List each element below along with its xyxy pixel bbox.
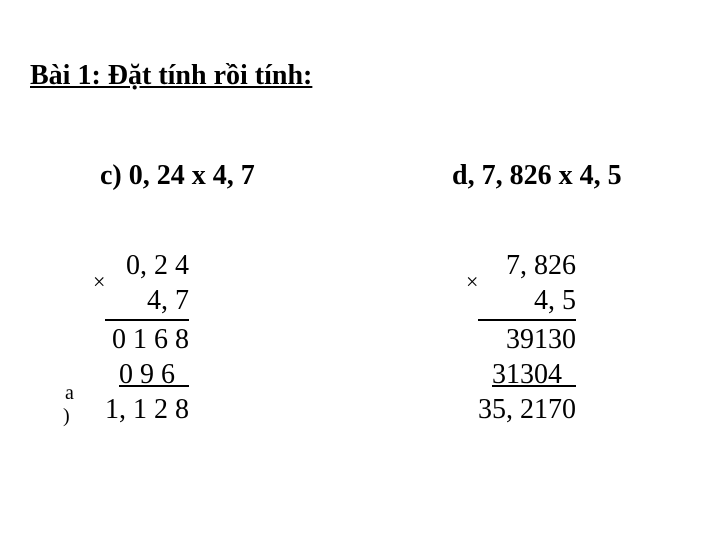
c-partial-2: 0 9 6 <box>105 357 189 392</box>
calculation-c: × 0, 2 4 4, 7 0 1 6 8 0 9 6 1, 1 2 8 <box>105 248 189 427</box>
calculation-d: × 7, 826 4, 5 39130 31304 35, 2170 <box>478 248 576 427</box>
d-result: 35, 2170 <box>478 392 576 427</box>
d-multiplier: 4, 5 <box>478 283 576 318</box>
d-partial-1: 39130 <box>478 322 576 357</box>
exercise-title: Bài 1: Đặt tính rồi tính: <box>30 60 312 92</box>
problem-c-heading: c) 0, 24 x 4, 7 <box>100 160 255 192</box>
c-result: 1, 1 2 8 <box>105 392 189 427</box>
multiply-icon: × <box>93 268 105 296</box>
c-multiplicand: 0, 2 4 <box>105 248 189 283</box>
stray-label-paren: ) <box>63 405 70 428</box>
d-rule-1 <box>478 319 576 321</box>
c-rule-1 <box>105 319 189 321</box>
multiply-icon: × <box>466 268 478 296</box>
c-multiplier: 4, 7 <box>105 283 189 318</box>
c-partial-1: 0 1 6 8 <box>105 322 189 357</box>
stray-label-a: a <box>65 382 74 405</box>
d-multiplicand: 7, 826 <box>478 248 576 283</box>
d-partial-2: 31304 <box>478 357 576 392</box>
problem-d-heading: d, 7, 826 x 4, 5 <box>452 160 622 192</box>
